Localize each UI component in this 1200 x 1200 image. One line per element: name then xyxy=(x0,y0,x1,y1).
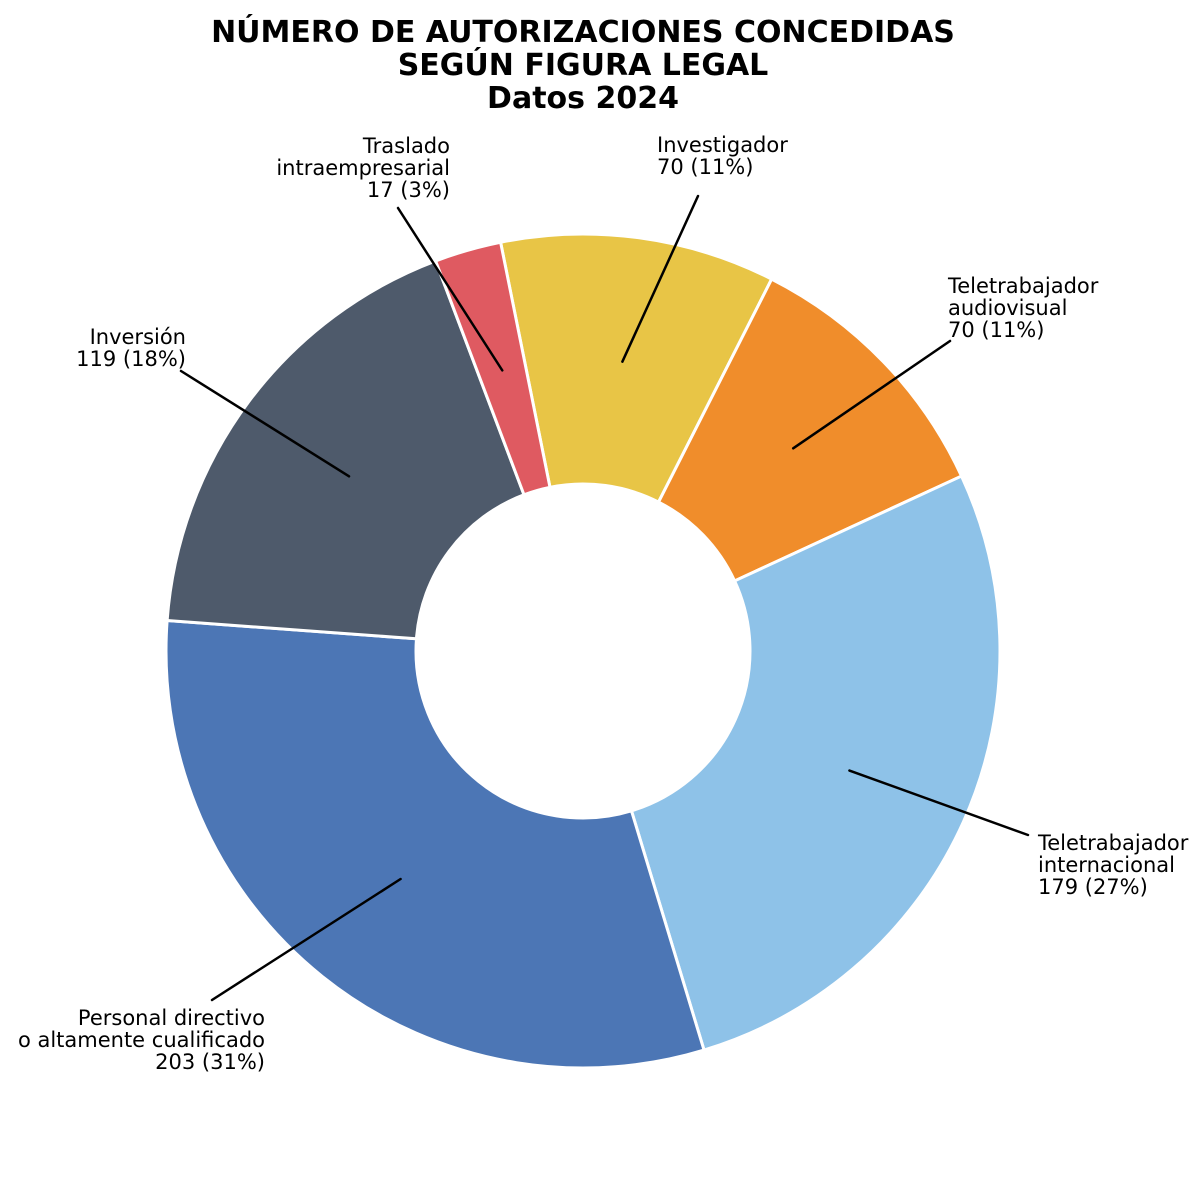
pie-segment-inversion xyxy=(165,259,526,641)
segment-label-investigador: Investigador 70 (11%) xyxy=(657,133,788,179)
segment-label-traslado-intraempresarial: Traslado intraempresarial 17 (3%) xyxy=(276,134,450,202)
leader-line-traslado-intraempresarial xyxy=(396,206,504,372)
chart-title: NÚMERO DE AUTORIZACIONES CONCEDIDAS SEGÚ… xyxy=(0,16,1183,115)
segment-label-teletrabajador-internacional: Teletrabajador internacional 179 (27%) xyxy=(1037,831,1189,899)
segment-label-teletrabajador-audiovisual: Teletrabajador audiovisual 70 (11%) xyxy=(947,274,1099,342)
chart-title-line-1: NÚMERO DE AUTORIZACIONES CONCEDIDAS xyxy=(211,15,955,50)
pie-segment-personal-directivo-o-altamente-cualificado xyxy=(164,619,706,1070)
leader-line-teletrabajador-audiovisual xyxy=(791,339,952,450)
segment-label-inversion: Inversión 119 (18%) xyxy=(76,325,186,371)
leader-line-personal-directivo-o-altamente-cualificado xyxy=(210,877,402,1002)
pie-segment-traslado-intraempresarial xyxy=(434,240,552,497)
leader-line-investigador xyxy=(621,194,700,363)
chart-title-line-2: SEGÚN FIGURA LEGAL xyxy=(397,48,769,83)
chart-title-line-3: Datos 2024 xyxy=(487,81,679,116)
pie-segment-teletrabajador-audiovisual xyxy=(657,277,964,583)
leader-line-inversion xyxy=(179,369,351,478)
pie-segment-teletrabajador-internacional xyxy=(629,474,1002,1052)
leader-line-teletrabajador-internacional xyxy=(848,769,1030,837)
pie-segment-investigador xyxy=(499,232,774,504)
segment-label-personal-directivo-o-altamente-cualificado: Personal directivo o altamente cualificad… xyxy=(18,1006,265,1074)
